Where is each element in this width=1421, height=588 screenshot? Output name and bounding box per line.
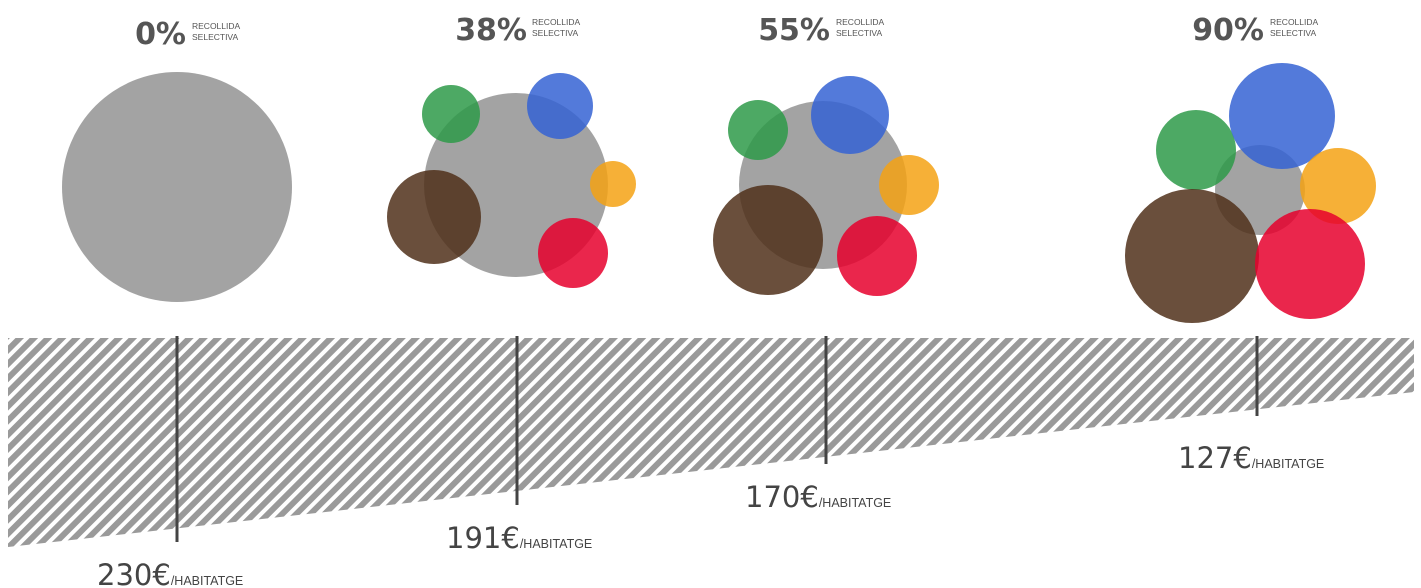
cost-label-2: 170€/HABITATGE	[745, 480, 891, 514]
cost-label-0: 230€/HABITATGE	[97, 558, 243, 588]
collection-label-line2-2: SELECTIVA	[836, 28, 882, 38]
column-0: 0% RECOLLIDA SELECTIVA 230€/HABITATGE	[62, 17, 292, 588]
cost-value-0: 230€	[97, 558, 171, 588]
cost-value-2: 170€	[745, 480, 819, 514]
paper-bubble-1	[527, 73, 593, 139]
collection-label-line1-0: RECOLLIDA	[192, 21, 241, 31]
cost-label-1: 191€/HABITATGE	[446, 521, 592, 555]
cost-band	[8, 338, 1414, 547]
collection-label-line2-0: SELECTIVA	[192, 32, 238, 42]
other-bubble-3	[1255, 209, 1365, 319]
collection-label-line1-3: RECOLLIDA	[1270, 17, 1319, 27]
cost-unit-3: /HABITATGE	[1252, 457, 1324, 471]
cost-unit-1: /HABITATGE	[520, 537, 592, 551]
column-2: 55% RECOLLIDA SELECTIVA 170€/HABITATGE	[713, 13, 939, 514]
percent-label-3: 90%	[1192, 13, 1264, 48]
glass-bubble-1	[422, 85, 480, 143]
glass-bubble-3	[1156, 110, 1236, 190]
other-bubble-2	[837, 216, 917, 296]
cost-value-3: 127€	[1178, 441, 1252, 475]
other-bubble-1	[538, 218, 608, 288]
glass-bubble-2	[728, 100, 788, 160]
percent-label-2: 55%	[758, 13, 830, 48]
cost-value-1: 191€	[446, 521, 520, 555]
percent-label-1: 38%	[455, 13, 527, 48]
organic-bubble-3	[1125, 189, 1259, 323]
cost-label-3: 127€/HABITATGE	[1178, 441, 1324, 475]
column-3: 90% RECOLLIDA SELECTIVA 127€/HABITATGE	[1125, 13, 1376, 475]
collection-label-line2-3: SELECTIVA	[1270, 28, 1316, 38]
collection-label-line1-1: RECOLLIDA	[532, 17, 581, 27]
organic-bubble-1	[387, 170, 481, 264]
collection-label-line1-2: RECOLLIDA	[836, 17, 885, 27]
paper-bubble-2	[811, 76, 889, 154]
packaging-bubble-3	[1300, 148, 1376, 224]
packaging-bubble-2	[879, 155, 939, 215]
paper-bubble-3	[1229, 63, 1335, 169]
rest-bubble-0	[62, 72, 292, 302]
cost-unit-0: /HABITATGE	[171, 574, 243, 588]
cost-unit-2: /HABITATGE	[819, 496, 891, 510]
packaging-bubble-1	[590, 161, 636, 207]
organic-bubble-2	[713, 185, 823, 295]
column-1: 38% RECOLLIDA SELECTIVA 191€/HABITATGE	[387, 13, 636, 555]
percent-label-0: 0%	[135, 17, 186, 52]
collection-label-line2-1: SELECTIVA	[532, 28, 578, 38]
